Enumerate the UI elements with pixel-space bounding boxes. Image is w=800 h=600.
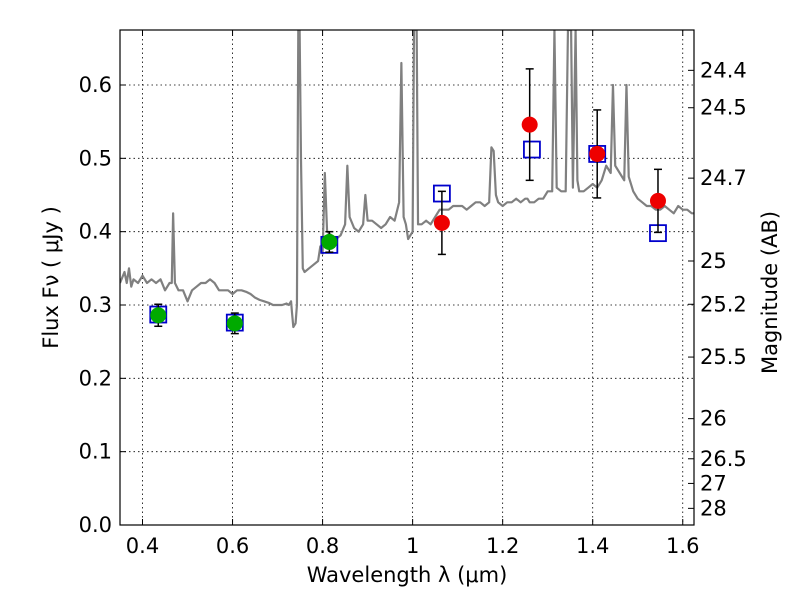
tick-layer: 0.4 0.6 0.8 1 1.2 1.4 1.6 0.0 0.1 0.2 0.3 0.4 0.5 0.6… [79,30,747,558]
right-tick-label: 25.5 [700,345,747,369]
right-tick-label: 25 [700,249,727,273]
right-tick-label: 24.7 [700,166,747,190]
y-tick-label: 0.5 [79,146,112,170]
y-tick-label: 0.1 [79,440,112,464]
y-tick-label: 0.0 [79,513,112,537]
observed-point [521,116,538,133]
observed-point [649,192,666,209]
y-tick-label: 0.2 [79,366,112,390]
grid-layer [120,30,694,526]
x-tick-label: 0.8 [306,534,339,558]
y-axis-label: Flux Fν ( μJy ) [39,206,63,349]
observed-point [433,214,450,231]
x-tick-label: 1.4 [576,534,609,558]
right-axis-label: Magnitude (AB) [758,211,782,374]
y-tick-label: 0.3 [79,293,112,317]
x-axis-label: Wavelength λ (μm) [307,563,508,587]
plot-frame [119,29,695,526]
right-tick-label: 26.5 [700,447,747,471]
model-point [523,140,541,159]
marker-layer [149,68,667,335]
observed-point [226,315,243,332]
x-tick-label: 0.4 [126,534,159,558]
right-tick-label: 27 [700,471,727,495]
observed-point [321,233,338,250]
right-tick-label: 25.2 [700,292,747,316]
x-tick-label: 1.2 [486,534,519,558]
x-tick-label: 0.6 [216,534,249,558]
right-tick-label: 24.5 [700,96,747,120]
x-tick-label: 1 [406,534,419,558]
y-tick-label: 0.6 [79,73,112,97]
right-tick-label: 26 [700,407,727,431]
right-tick-label: 24.4 [700,58,747,82]
observed-point [150,307,167,324]
y-tick-label: 0.4 [79,220,112,244]
curve-layer [120,30,694,329]
observed-point [589,145,606,162]
x-tick-label: 1.6 [666,534,699,558]
sed-curve [120,30,694,329]
right-tick-label: 28 [700,496,727,520]
